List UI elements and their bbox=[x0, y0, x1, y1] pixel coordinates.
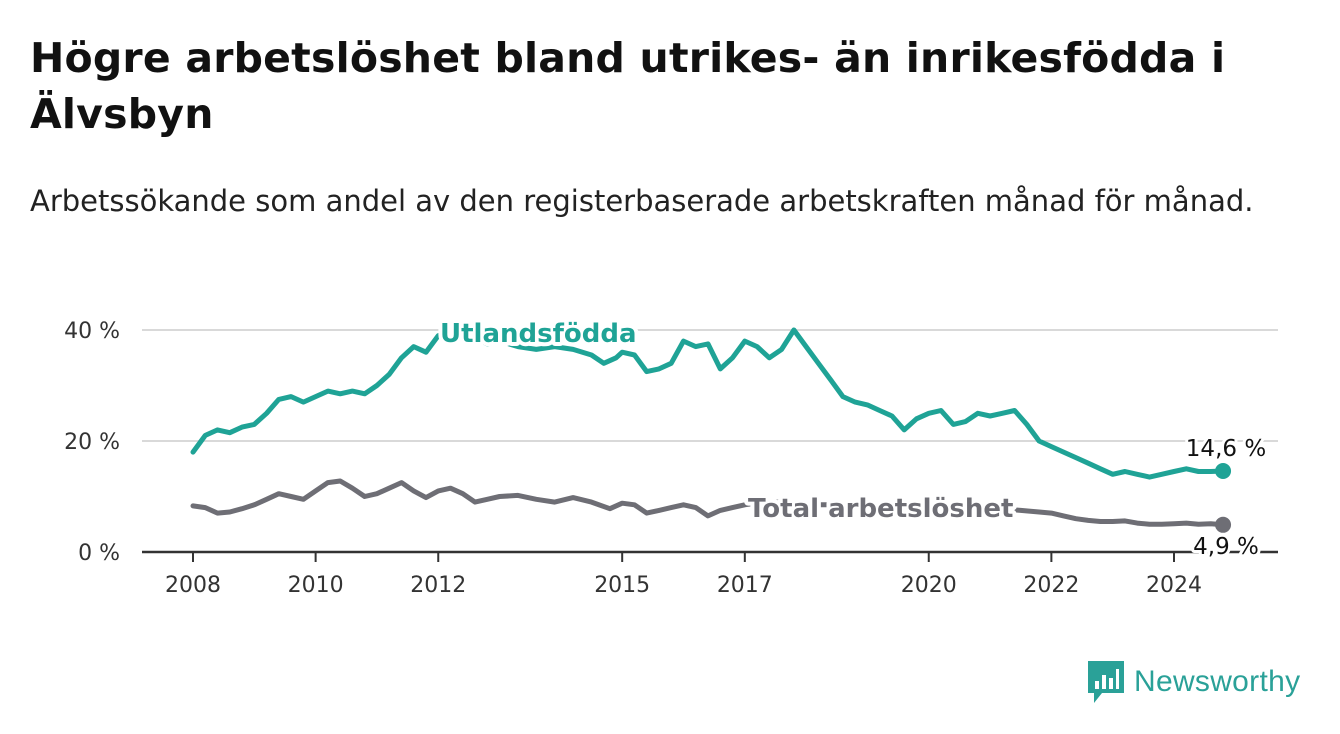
series-label-0: Utlandsfödda bbox=[440, 319, 637, 349]
x-tick-label: 2010 bbox=[288, 573, 344, 598]
x-tick-label: 2012 bbox=[410, 573, 466, 598]
chart-title: Högre arbetslöshet bland utrikes- än inr… bbox=[30, 34, 1226, 138]
bar-chart-logo-icon bbox=[1088, 661, 1124, 703]
end-value-label-1: 4,9 % bbox=[1193, 534, 1259, 560]
end-value-label-0: 14,6 % bbox=[1186, 436, 1266, 462]
chart-subtitle: Arbetssökande som andel av den registerb… bbox=[30, 184, 1254, 218]
x-tick-label: 2015 bbox=[594, 573, 650, 598]
x-tick-label: 2024 bbox=[1146, 573, 1202, 598]
series-end-dot-1 bbox=[1215, 516, 1232, 533]
series-line-0 bbox=[190, 327, 1226, 480]
series-label-halo: Total arbetslöshet bbox=[748, 494, 1013, 524]
series-line-1 bbox=[190, 478, 1226, 528]
end-label-halo: 14,6 % bbox=[1186, 436, 1266, 462]
x-tick-label: 2020 bbox=[901, 573, 957, 598]
x-tick-label: 2008 bbox=[165, 573, 221, 598]
x-tick-label: 2017 bbox=[717, 573, 773, 598]
series-end-dot-0 bbox=[1215, 462, 1232, 479]
end-label-halo: 4,9 % bbox=[1193, 534, 1259, 560]
series-label-halo: Utlandsfödda bbox=[440, 319, 637, 349]
series-label-1: Total arbetslöshet bbox=[748, 494, 1013, 524]
y-tick-label: 40 % bbox=[64, 319, 120, 344]
brand-logo: Newsworthy bbox=[1088, 660, 1300, 704]
brand-name: Newsworthy bbox=[1134, 665, 1301, 698]
y-tick-label: 0 % bbox=[78, 541, 120, 566]
x-tick-label: 2022 bbox=[1023, 573, 1079, 598]
y-tick-label: 20 % bbox=[64, 430, 120, 455]
